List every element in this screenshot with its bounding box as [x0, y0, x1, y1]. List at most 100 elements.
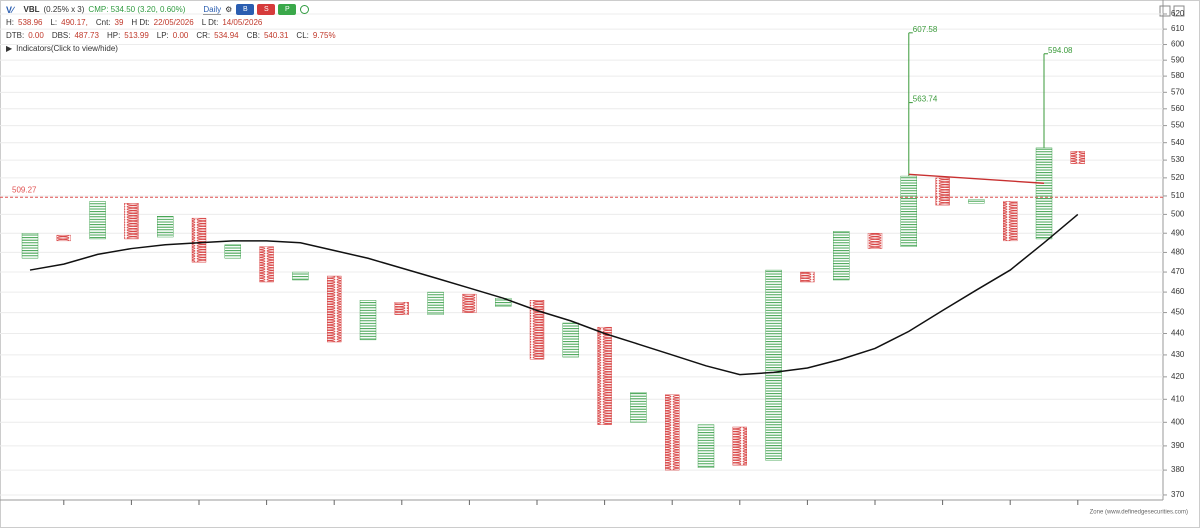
- x-column: [495, 297, 512, 307]
- y-tick-label: 500: [1171, 210, 1185, 219]
- o-column: [327, 275, 342, 343]
- y-tick-label: 610: [1171, 24, 1185, 33]
- o-column: [259, 246, 274, 283]
- y-tick-label: 460: [1171, 287, 1185, 296]
- stats-row: H: 538.96 L: 490.17, Cnt: 39 H Dt: 22/05/2026 L …: [6, 16, 340, 29]
- logo: V∕: [6, 4, 14, 15]
- stat-label: DBS:: [51, 31, 71, 40]
- y-tick-label: 510: [1171, 191, 1185, 200]
- y-tick-label: 380: [1171, 465, 1185, 474]
- footer: Zone (www.definedgesecurities.com): [1090, 510, 1188, 516]
- box-size: (0.25% x 3): [43, 5, 85, 14]
- header: V∕ VBL (0.25% x 3) CMP: 534.50 (3.20, 0.…: [6, 3, 340, 55]
- y-tick-label: 580: [1171, 71, 1185, 80]
- stat-value: 538.96: [18, 18, 43, 27]
- y-tick-label: 540: [1171, 138, 1185, 147]
- y-tick-label: 570: [1171, 87, 1185, 96]
- o-column: [191, 217, 207, 263]
- y-tick-label: 590: [1171, 55, 1185, 64]
- stat-label: H Dt:: [131, 18, 150, 27]
- stat-label: CL:: [296, 31, 309, 40]
- o-column: [529, 300, 545, 360]
- o-column: [462, 293, 477, 313]
- stat-value: 9.75%: [312, 31, 336, 40]
- stat-value: 540.31: [263, 31, 289, 40]
- y-tick-label: 520: [1171, 173, 1185, 182]
- x-column: [900, 175, 917, 247]
- stat-value: 14/05/2026: [222, 18, 263, 27]
- x-column: [765, 269, 782, 461]
- y-tick-label: 530: [1171, 155, 1185, 164]
- y-tick-label: 410: [1171, 394, 1185, 403]
- icon[interactable]: [1173, 5, 1185, 17]
- refresh[interactable]: [300, 5, 310, 14]
- x-column: [21, 233, 39, 259]
- o-column: [124, 203, 139, 240]
- y-tick-label: 370: [1171, 490, 1185, 499]
- x-column: [968, 199, 985, 204]
- stats-row: DTB: 0.00 DBS: 487.73 HP: 513.99 LP: 0.00 CR: 534…: [6, 29, 340, 42]
- x-column: [1035, 147, 1053, 240]
- reference-label: 509.27: [12, 185, 37, 194]
- stat-value: 534.94: [214, 31, 239, 40]
- stat-value: 487.73: [74, 31, 99, 40]
- stat-label: L Dt:: [201, 18, 219, 27]
- o-column: [1003, 201, 1018, 242]
- stat-value: 22/05/2026: [153, 18, 194, 27]
- cmp: CMP: 534.50 (3.20, 0.60%): [88, 5, 186, 14]
- y-tick-label: 480: [1171, 248, 1185, 257]
- y-tick-label: 490: [1171, 228, 1185, 237]
- stat-label: H:: [6, 18, 14, 27]
- y-tick-label: 620: [1171, 9, 1185, 18]
- stat-value: 490.17,: [61, 18, 88, 27]
- y-tick-label: 430: [1171, 350, 1185, 359]
- stat-label: HP:: [106, 31, 121, 40]
- indicators[interactable]: Indicators(Click to view/hide): [16, 44, 118, 53]
- stat-label: L:: [50, 18, 58, 27]
- x-column: [156, 216, 174, 238]
- x-column: [359, 300, 377, 341]
- toolbar: V∕ VBL (0.25% x 3) CMP: 534.50 (3.20, 0.…: [6, 3, 340, 16]
- y-tick-label: 600: [1171, 40, 1185, 49]
- icon[interactable]: [1159, 5, 1171, 17]
- button[interactable]: S: [257, 4, 276, 15]
- y-tick-label: 470: [1171, 267, 1185, 276]
- o-column: [394, 302, 409, 315]
- y-tick-label: 560: [1171, 104, 1185, 113]
- x-column: [427, 291, 444, 315]
- timeframe[interactable]: Daily: [203, 4, 222, 15]
- o-column: [800, 271, 815, 283]
- stat-label: Cnt:: [95, 18, 111, 27]
- target-label: 594.08: [1048, 46, 1073, 55]
- y-tick-label: 390: [1171, 441, 1185, 450]
- trend-line: [908, 173, 1045, 184]
- y-tick-label: 450: [1171, 308, 1185, 317]
- stat-label: CB:: [246, 31, 260, 40]
- button[interactable]: P: [278, 4, 297, 15]
- stat-value: 39: [114, 18, 124, 27]
- stat-value: 0.00: [172, 31, 189, 40]
- x-column: [833, 231, 850, 281]
- o-column: [935, 177, 950, 206]
- x-column: [292, 271, 309, 281]
- y-tick-label: 400: [1171, 417, 1185, 426]
- x-column: [89, 201, 106, 240]
- stat-label: LP:: [156, 31, 169, 40]
- settings-icon[interactable]: ⚙: [225, 5, 233, 14]
- o-column: [867, 233, 883, 249]
- stat-label: DTB:: [6, 31, 25, 40]
- o-column: [597, 326, 612, 425]
- indicators-row[interactable]: ▶ Indicators(Click to view/hide): [6, 44, 118, 53]
- y-tick-label: 420: [1171, 372, 1185, 381]
- x-column: [562, 322, 579, 358]
- stat-value: 513.99: [124, 31, 149, 40]
- stat-label: CR:: [196, 31, 211, 40]
- o-column: [1070, 151, 1086, 164]
- symbol: VBL: [23, 5, 40, 14]
- button[interactable]: B: [236, 4, 255, 15]
- target-label: 563.74: [913, 95, 938, 104]
